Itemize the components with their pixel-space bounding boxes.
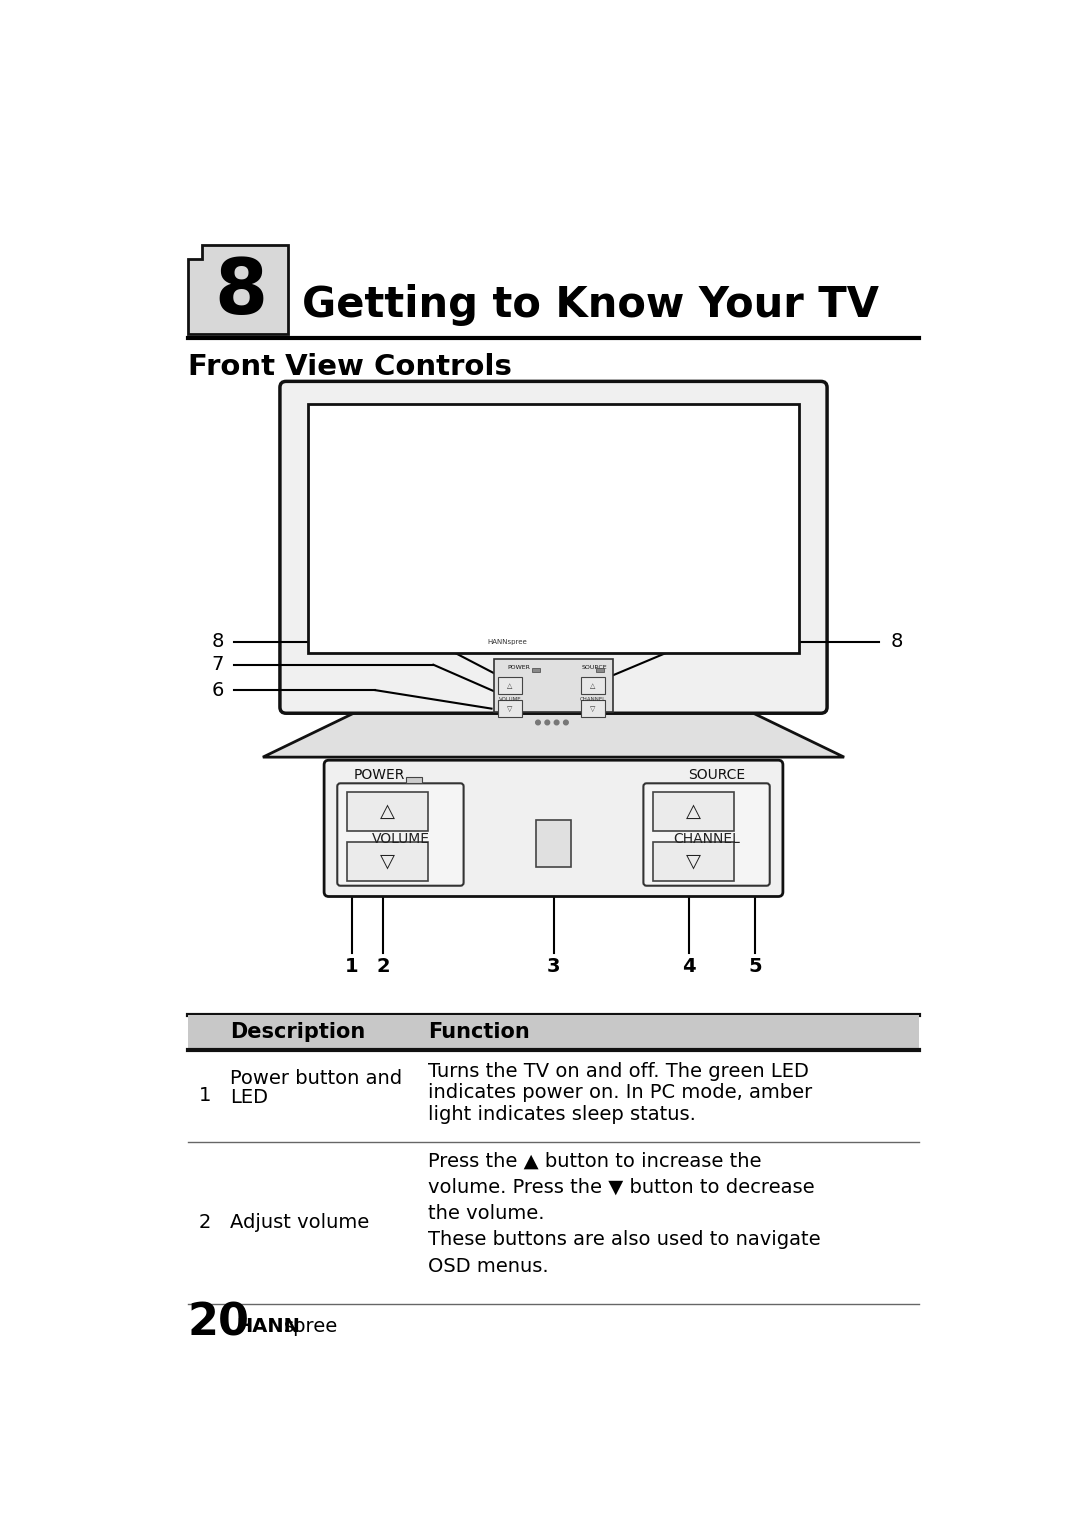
FancyBboxPatch shape (653, 842, 734, 881)
FancyBboxPatch shape (348, 842, 428, 881)
FancyBboxPatch shape (348, 792, 428, 832)
Text: ▽: ▽ (380, 852, 395, 872)
Text: spree: spree (284, 1316, 338, 1336)
Text: 2: 2 (199, 1214, 211, 1232)
Text: volume. Press the ▼ button to decrease: volume. Press the ▼ button to decrease (428, 1177, 814, 1197)
Text: 8: 8 (891, 631, 903, 651)
Circle shape (536, 720, 540, 725)
Text: △: △ (591, 683, 596, 690)
Text: 4: 4 (683, 957, 696, 977)
Text: LED: LED (230, 1089, 268, 1107)
FancyBboxPatch shape (581, 700, 605, 717)
FancyBboxPatch shape (644, 783, 770, 885)
FancyBboxPatch shape (531, 668, 540, 671)
Circle shape (545, 720, 550, 725)
Circle shape (554, 720, 559, 725)
FancyBboxPatch shape (406, 777, 422, 783)
Text: VOLUME: VOLUME (372, 832, 430, 846)
Text: 6: 6 (212, 680, 225, 700)
Text: Adjust volume: Adjust volume (230, 1214, 369, 1232)
FancyBboxPatch shape (494, 659, 613, 713)
Text: 1: 1 (346, 957, 359, 977)
Text: VOLUME: VOLUME (499, 697, 522, 702)
FancyBboxPatch shape (499, 677, 522, 694)
Text: Press the ▲ button to increase the: Press the ▲ button to increase the (428, 1151, 761, 1171)
Text: ▽: ▽ (508, 706, 513, 713)
FancyBboxPatch shape (596, 668, 604, 671)
FancyBboxPatch shape (499, 700, 522, 717)
Text: 20: 20 (188, 1301, 249, 1344)
Polygon shape (188, 245, 288, 333)
Text: SOURCE: SOURCE (582, 665, 608, 670)
Text: HANN: HANN (235, 1316, 299, 1336)
FancyBboxPatch shape (581, 677, 605, 694)
Text: the volume.: the volume. (428, 1205, 544, 1223)
Text: Front View Controls: Front View Controls (188, 353, 512, 381)
Text: △: △ (508, 683, 513, 690)
Text: indicates power on. In PC mode, amber: indicates power on. In PC mode, amber (428, 1084, 812, 1102)
Text: △: △ (686, 801, 701, 821)
Text: POWER: POWER (353, 768, 405, 781)
Text: Function: Function (428, 1023, 529, 1043)
Text: 5: 5 (748, 957, 761, 977)
Text: These buttons are also used to navigate: These buttons are also used to navigate (428, 1231, 821, 1249)
FancyBboxPatch shape (308, 405, 799, 653)
Text: SOURCE: SOURCE (688, 768, 745, 781)
Text: OSD menus.: OSD menus. (428, 1257, 549, 1275)
Text: ▽: ▽ (686, 852, 701, 872)
Text: Getting to Know Your TV: Getting to Know Your TV (302, 284, 879, 326)
Text: △: △ (380, 801, 395, 821)
Text: 8: 8 (212, 631, 225, 651)
Text: Turns the TV on and off. The green LED: Turns the TV on and off. The green LED (428, 1061, 809, 1081)
Text: HANNspree: HANNspree (487, 639, 527, 645)
Polygon shape (262, 700, 845, 757)
Text: CHANNEL: CHANNEL (673, 832, 740, 846)
FancyBboxPatch shape (653, 792, 734, 832)
Text: 3: 3 (546, 957, 561, 977)
Text: ▽: ▽ (591, 706, 596, 713)
Text: Power button and: Power button and (230, 1069, 403, 1089)
FancyBboxPatch shape (188, 1015, 919, 1050)
Text: Description: Description (230, 1023, 365, 1043)
FancyBboxPatch shape (324, 760, 783, 896)
Text: 2: 2 (376, 957, 390, 977)
Text: POWER: POWER (507, 665, 530, 670)
Text: light indicates sleep status.: light indicates sleep status. (428, 1105, 696, 1124)
Text: 1: 1 (199, 1087, 211, 1105)
Circle shape (564, 720, 568, 725)
FancyBboxPatch shape (280, 381, 827, 713)
FancyBboxPatch shape (536, 820, 571, 867)
Polygon shape (532, 703, 575, 705)
Text: CHANNEL: CHANNEL (580, 697, 606, 702)
FancyBboxPatch shape (337, 783, 463, 885)
Text: 7: 7 (212, 656, 225, 674)
Text: 8: 8 (215, 257, 268, 330)
